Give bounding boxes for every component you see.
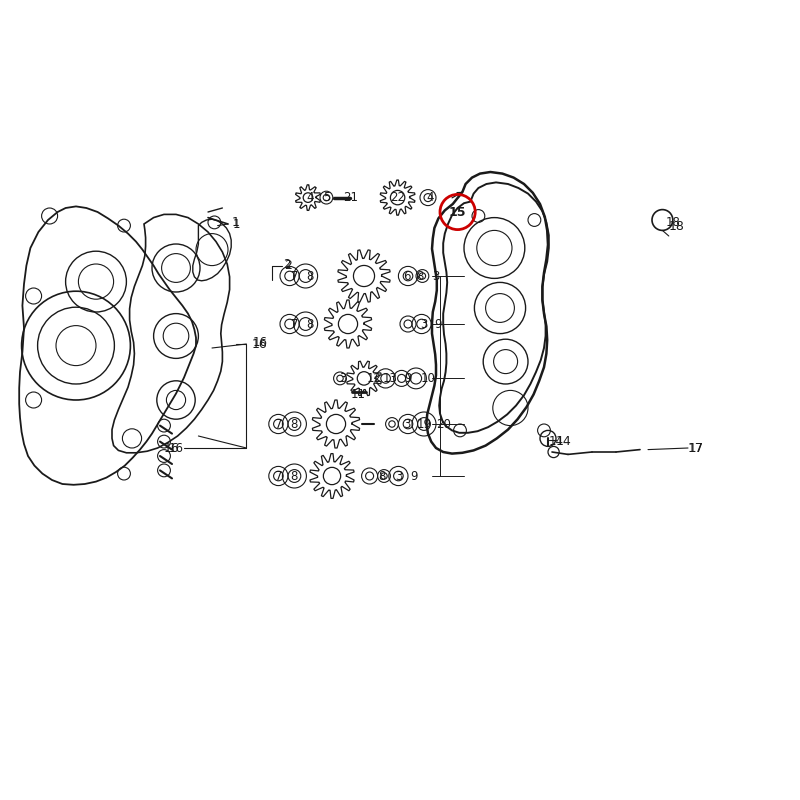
Text: 10: 10 — [421, 372, 435, 385]
Text: 8: 8 — [290, 418, 298, 430]
Text: 16: 16 — [252, 338, 268, 350]
Text: 11: 11 — [351, 388, 366, 401]
Text: 8: 8 — [306, 318, 314, 330]
Text: 17: 17 — [689, 442, 703, 454]
Text: 16: 16 — [164, 442, 180, 454]
Text: 21: 21 — [343, 191, 358, 204]
Text: 13: 13 — [383, 372, 398, 385]
Text: 4: 4 — [426, 191, 434, 204]
Text: 22: 22 — [390, 191, 405, 204]
Text: 16: 16 — [253, 336, 267, 349]
Text: 9: 9 — [404, 372, 412, 385]
Text: 20: 20 — [437, 418, 451, 430]
Text: 1: 1 — [232, 218, 240, 230]
Text: 9: 9 — [410, 470, 418, 482]
Text: 17: 17 — [688, 442, 704, 454]
Text: 6: 6 — [402, 270, 410, 282]
Text: 3: 3 — [420, 318, 428, 330]
Text: 12: 12 — [367, 372, 382, 385]
Text: 16: 16 — [169, 442, 183, 454]
Text: 7: 7 — [274, 418, 282, 430]
Text: 5: 5 — [322, 191, 330, 204]
Text: 18: 18 — [669, 220, 685, 233]
Text: 7: 7 — [274, 470, 282, 482]
Text: 15: 15 — [449, 206, 466, 218]
Text: 8: 8 — [306, 270, 314, 282]
Text: 7: 7 — [290, 318, 298, 330]
Text: 7: 7 — [290, 270, 298, 282]
Text: 8: 8 — [290, 470, 298, 482]
Text: 3: 3 — [432, 270, 440, 282]
Text: 14: 14 — [549, 435, 563, 448]
Text: 19: 19 — [417, 418, 431, 430]
Text: 2: 2 — [284, 259, 292, 272]
Text: 3: 3 — [338, 372, 346, 385]
Text: 18: 18 — [666, 216, 681, 229]
Text: 9: 9 — [434, 318, 442, 330]
Text: 3: 3 — [394, 470, 402, 482]
Text: 1: 1 — [232, 216, 240, 229]
Text: 2: 2 — [282, 258, 290, 270]
Text: 8: 8 — [378, 470, 386, 482]
Text: 8: 8 — [416, 270, 424, 282]
Text: 3: 3 — [402, 418, 410, 430]
Text: 14: 14 — [556, 435, 572, 448]
Text: 4: 4 — [306, 191, 314, 204]
